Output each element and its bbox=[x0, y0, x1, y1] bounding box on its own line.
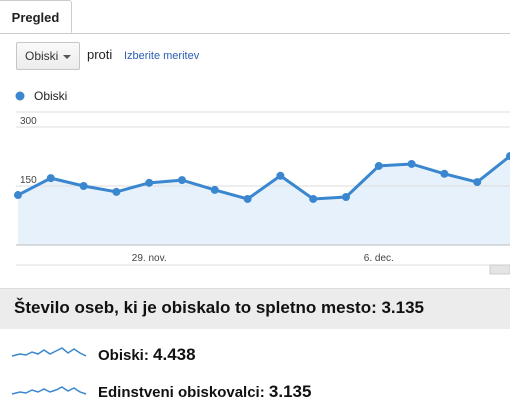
select-metric-link[interactable]: Izberite meritev bbox=[124, 50, 200, 62]
summary-heading: Število oseb, ki je obiskalo to spletno … bbox=[14, 298, 425, 317]
x-tick-label: 29. nov. bbox=[132, 253, 167, 264]
legend-label: Obiski bbox=[34, 89, 67, 103]
metric-label: Edinstveni obiskovalci: bbox=[98, 384, 265, 401]
dropdown-text: Obiski bbox=[25, 49, 59, 63]
point bbox=[112, 187, 121, 196]
y-tick-label: 150 bbox=[20, 175, 37, 186]
point bbox=[178, 176, 186, 185]
sparkline bbox=[11, 386, 87, 395]
tab[interactable]: Pregled bbox=[0, 0, 72, 33]
metric-value: 3.135 bbox=[268, 382, 312, 401]
metric-value: 4.438 bbox=[153, 345, 196, 364]
dropdown-arrow bbox=[63, 55, 71, 63]
point bbox=[374, 161, 383, 170]
point bbox=[145, 178, 154, 187]
legend-marker bbox=[15, 91, 25, 101]
versus-text: proti bbox=[87, 47, 113, 62]
point bbox=[407, 159, 416, 168]
point bbox=[506, 152, 510, 161]
area bbox=[18, 156, 510, 245]
point bbox=[440, 169, 449, 178]
metric-label: Obiski: bbox=[98, 347, 149, 364]
series-line bbox=[17, 154, 510, 201]
sparkline bbox=[11, 347, 87, 357]
point bbox=[79, 182, 88, 190]
point bbox=[210, 185, 219, 194]
metric-dropdown[interactable]: Obiski bbox=[16, 42, 80, 70]
point bbox=[342, 193, 350, 202]
point bbox=[46, 174, 55, 183]
scroll-handle bbox=[489, 264, 510, 275]
y-tick-label: 300 bbox=[20, 116, 37, 127]
tab-bar-line bbox=[0, 33, 510, 34]
x-tick-label: 6. dec. bbox=[364, 253, 394, 264]
point bbox=[243, 194, 252, 203]
chart: Obiski 150 300 29. nov. 6. dec. bbox=[14, 89, 510, 275]
point bbox=[473, 178, 482, 187]
metric-row: Edinstveni obiskovalci: 3.135 bbox=[98, 382, 311, 402]
metric-row: Obiski: 4.438 bbox=[98, 345, 196, 365]
summary-heading-band bbox=[0, 288, 510, 329]
point bbox=[14, 191, 22, 200]
point bbox=[276, 171, 285, 180]
point bbox=[309, 194, 318, 203]
